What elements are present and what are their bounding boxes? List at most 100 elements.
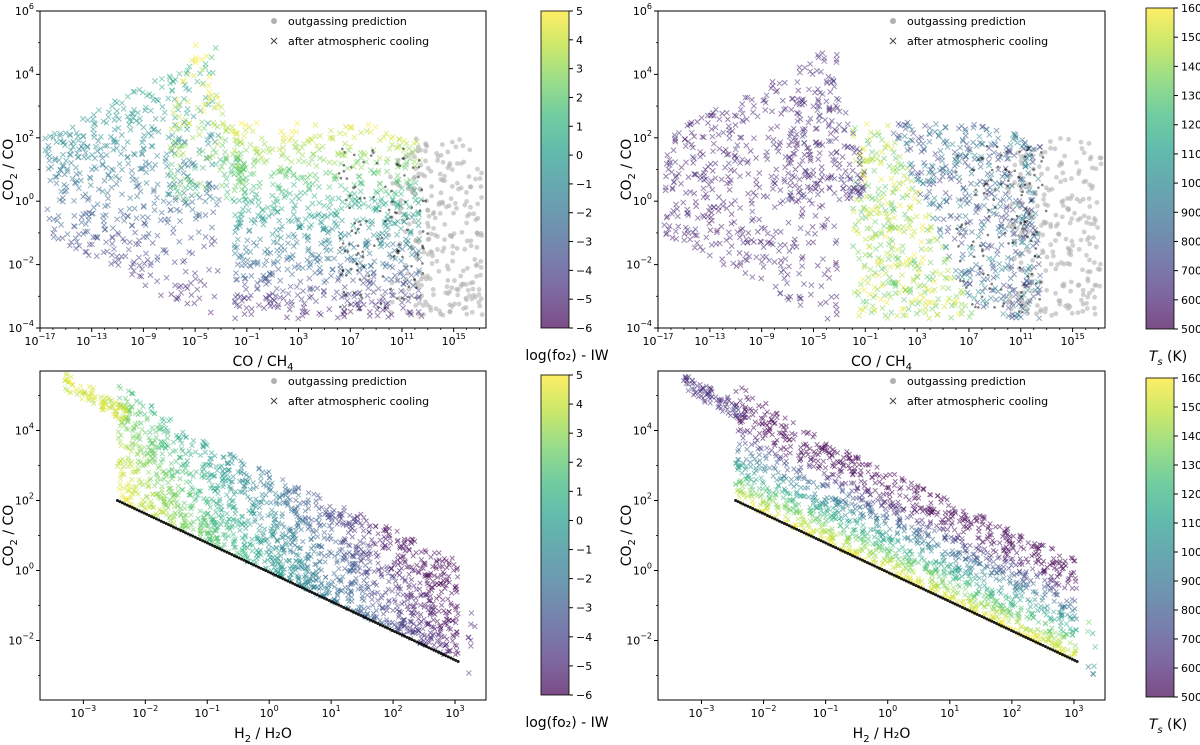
legend-label-cooling: after atmospheric cooling bbox=[907, 35, 1048, 48]
prediction-point bbox=[348, 303, 351, 306]
prediction-point bbox=[1025, 220, 1029, 223]
data-point bbox=[104, 202, 111, 209]
prediction-point bbox=[1068, 288, 1074, 294]
data-point bbox=[172, 114, 179, 121]
prediction-point bbox=[423, 158, 428, 164]
prediction-point bbox=[1024, 207, 1028, 210]
data-point bbox=[181, 189, 188, 196]
data-point bbox=[430, 617, 437, 623]
tick-label: 102 bbox=[15, 129, 34, 145]
data-point bbox=[372, 523, 379, 530]
data-point bbox=[318, 580, 325, 586]
data-point bbox=[377, 537, 383, 543]
prediction-point bbox=[1007, 179, 1010, 183]
data-point bbox=[797, 302, 804, 309]
data-point bbox=[707, 112, 714, 119]
data-point bbox=[325, 255, 332, 262]
data-point bbox=[1025, 265, 1032, 272]
data-point bbox=[199, 66, 206, 73]
data-point bbox=[316, 269, 323, 276]
data-point bbox=[181, 142, 188, 149]
data-point bbox=[117, 207, 124, 214]
data-point bbox=[802, 125, 808, 132]
data-point bbox=[221, 481, 227, 487]
data-point bbox=[700, 185, 707, 192]
data-point bbox=[360, 540, 367, 546]
data-point bbox=[904, 192, 911, 199]
tick-label: 10−13 bbox=[694, 332, 725, 348]
colorbar-tick-label: 1600 bbox=[1181, 2, 1200, 15]
data-point bbox=[983, 301, 990, 308]
data-point bbox=[733, 113, 740, 120]
prediction-point bbox=[474, 230, 480, 236]
data-point bbox=[105, 172, 112, 179]
data-point bbox=[50, 216, 57, 223]
data-point bbox=[707, 161, 714, 168]
prediction-point bbox=[1019, 185, 1022, 188]
data-point bbox=[937, 270, 944, 277]
data-point bbox=[929, 305, 936, 312]
data-point bbox=[713, 229, 720, 236]
data-point bbox=[397, 270, 404, 277]
data-point bbox=[375, 203, 382, 210]
data-point bbox=[793, 110, 800, 116]
prediction-point bbox=[1012, 180, 1018, 185]
data-point bbox=[215, 196, 222, 203]
data-point bbox=[407, 182, 414, 189]
data-point bbox=[95, 186, 102, 193]
data-point bbox=[263, 483, 269, 490]
data-point bbox=[383, 229, 390, 236]
prediction-point bbox=[992, 198, 996, 202]
data-point bbox=[1006, 289, 1013, 296]
data-point bbox=[698, 114, 705, 121]
data-point bbox=[325, 227, 332, 234]
data-point bbox=[969, 245, 976, 252]
prediction-point bbox=[1023, 220, 1027, 224]
data-point bbox=[301, 232, 308, 239]
data-point bbox=[358, 164, 365, 171]
data-point bbox=[184, 106, 191, 113]
data-point bbox=[745, 229, 752, 236]
prediction-point bbox=[1008, 170, 1011, 174]
data-point bbox=[394, 277, 401, 284]
data-point bbox=[879, 282, 886, 289]
tick-label: 100 bbox=[633, 192, 652, 208]
data-point bbox=[268, 173, 275, 180]
data-point bbox=[234, 261, 241, 268]
prediction-point bbox=[1018, 158, 1024, 164]
data-point bbox=[295, 217, 302, 224]
data-point bbox=[790, 125, 797, 132]
data-point bbox=[191, 270, 198, 277]
prediction-point bbox=[1041, 156, 1045, 159]
data-point bbox=[168, 87, 175, 94]
data-point bbox=[294, 292, 301, 298]
data-point bbox=[142, 430, 148, 436]
data-point bbox=[855, 249, 862, 256]
data-point bbox=[860, 205, 867, 212]
data-point bbox=[894, 312, 901, 319]
data-point bbox=[915, 135, 922, 142]
data-point bbox=[821, 271, 828, 278]
data-point bbox=[285, 290, 292, 297]
data-point bbox=[968, 170, 975, 177]
data-point bbox=[341, 304, 348, 310]
data-point bbox=[360, 280, 367, 287]
data-point bbox=[131, 259, 137, 266]
data-point bbox=[55, 213, 62, 219]
prediction-point bbox=[1000, 182, 1003, 186]
data-point bbox=[160, 198, 167, 205]
data-point bbox=[136, 86, 143, 93]
data-point bbox=[276, 185, 283, 192]
prediction-point bbox=[1080, 301, 1086, 307]
prediction-point bbox=[997, 235, 1001, 239]
data-point bbox=[930, 171, 937, 178]
data-point bbox=[68, 160, 75, 166]
data-point bbox=[355, 173, 362, 180]
data-point bbox=[390, 220, 397, 227]
prediction-point bbox=[1053, 212, 1059, 218]
data-point bbox=[701, 177, 708, 183]
data-point bbox=[249, 502, 255, 508]
data-point bbox=[1036, 144, 1043, 151]
prediction-point bbox=[1040, 151, 1043, 154]
data-point bbox=[874, 155, 881, 162]
